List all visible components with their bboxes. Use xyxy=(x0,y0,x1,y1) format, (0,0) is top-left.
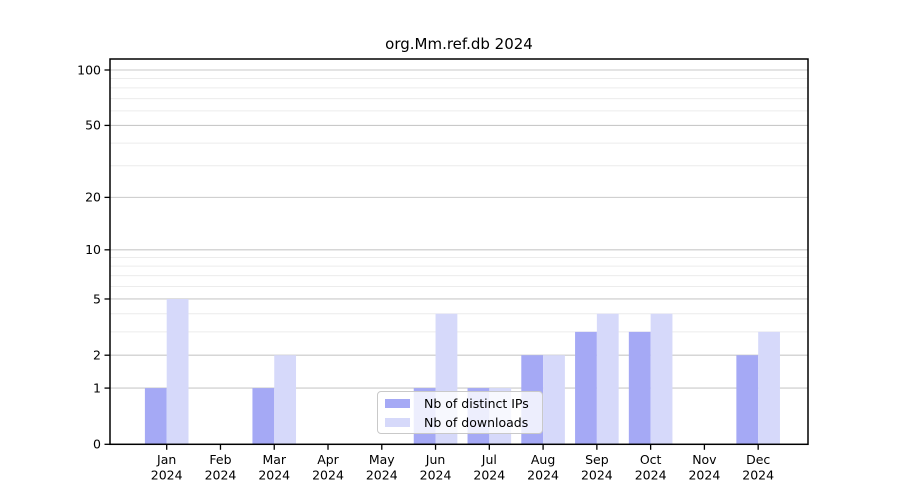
legend-label-downloads: Nb of downloads xyxy=(424,414,529,430)
x-tick-label-year: 2024 xyxy=(527,468,559,483)
bar-downloads xyxy=(758,331,780,445)
x-tick-label-year: 2024 xyxy=(473,468,505,483)
y-tick-label: 10 xyxy=(85,242,101,257)
bar-distinct-ips xyxy=(628,331,651,445)
x-tick-label-month: Sep xyxy=(585,452,609,467)
bar-distinct-ips xyxy=(575,331,597,445)
x-tick-label-month: Jan xyxy=(156,452,176,467)
x-tick-label-year: 2024 xyxy=(312,468,344,483)
bar-distinct-ips xyxy=(252,388,275,445)
plot-frame xyxy=(109,58,809,446)
x-tick-label-year: 2024 xyxy=(688,468,720,483)
y-tick-label: 0 xyxy=(93,437,101,452)
legend-label-distinct-ips: Nb of distinct IPs xyxy=(424,395,529,411)
x-tick-label-month: Mar xyxy=(262,452,286,467)
x-tick-label-year: 2024 xyxy=(205,468,237,483)
x-tick-label-month: Apr xyxy=(317,452,339,467)
x-tick-label-year: 2024 xyxy=(742,468,774,483)
bar-distinct-ips xyxy=(144,388,167,445)
x-tick-label-month: Feb xyxy=(209,452,231,467)
bar-downloads xyxy=(650,313,673,445)
y-tick-label: 5 xyxy=(93,291,101,306)
legend-item-distinct-ips: Nb of distinct IPs xyxy=(385,395,542,411)
x-tick-label-month: Jul xyxy=(481,452,497,467)
chart-title: org.Mm.ref.db 2024 xyxy=(385,35,533,53)
x-tick-label-year: 2024 xyxy=(635,468,667,483)
y-tick-label: 50 xyxy=(85,118,101,133)
x-tick-label-month: Jun xyxy=(425,452,446,467)
x-tick-label-month: Oct xyxy=(640,452,662,467)
x-tick-label-month: Aug xyxy=(531,452,555,467)
legend-swatch-distinct-ips xyxy=(385,398,410,408)
y-tick-label: 20 xyxy=(85,190,101,205)
x-tick-label-year: 2024 xyxy=(420,468,452,483)
bar-downloads xyxy=(166,298,189,445)
bar-downloads xyxy=(274,355,297,445)
legend-swatch-downloads xyxy=(385,417,410,427)
x-tick-label-year: 2024 xyxy=(366,468,398,483)
x-tick-label-year: 2024 xyxy=(151,468,183,483)
x-tick-label-year: 2024 xyxy=(258,468,290,483)
bar-downloads xyxy=(543,355,565,445)
x-tick-label-month: Dec xyxy=(746,452,770,467)
legend-item-downloads: Nb of downloads xyxy=(385,414,542,430)
x-tick-label-year: 2024 xyxy=(581,468,613,483)
x-tick-label-month: May xyxy=(369,452,395,467)
y-tick-label: 1 xyxy=(93,380,101,395)
x-tick-label-month: Nov xyxy=(692,452,717,467)
y-tick-label: 2 xyxy=(93,347,101,362)
bar-downloads xyxy=(596,313,619,445)
bar-distinct-ips xyxy=(736,355,759,445)
y-tick-label: 100 xyxy=(77,62,101,77)
chart-legend: Nb of distinct IPs Nb of downloads xyxy=(377,391,543,434)
